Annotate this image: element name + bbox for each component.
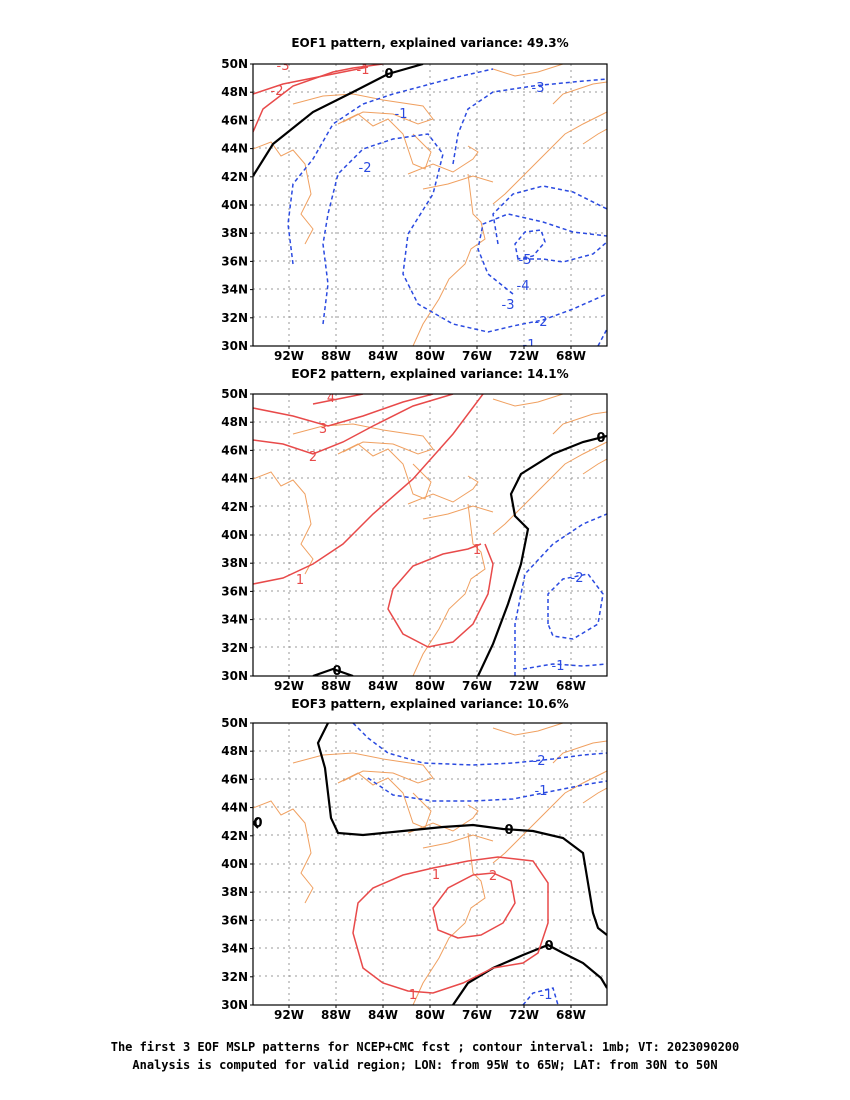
contour-label: 2 <box>489 869 497 884</box>
lat-tick-label: 38N <box>221 885 248 899</box>
lat-tick-label: 44N <box>221 801 248 815</box>
contour-label: 0 <box>544 939 553 954</box>
lat-tick-label: 30N <box>221 998 248 1012</box>
eof3-title: EOF3 pattern, explained variance: 10.6% <box>291 697 569 711</box>
caption-line-2: Analysis is computed for valid region; L… <box>132 1058 718 1072</box>
lat-tick-label: 48N <box>221 415 248 429</box>
contour-label: -1 <box>523 338 536 353</box>
contour-label: -4 <box>517 279 530 294</box>
lon-tick-label: 92W <box>274 1008 304 1022</box>
eof3-map: 0 -2 -1 0 1 2 1 0 -1 <box>252 722 608 1006</box>
contour-label: 1 <box>296 573 304 588</box>
lat-tick-label: 30N <box>221 669 248 683</box>
lon-tick-label: 72W <box>509 679 539 693</box>
contour-label: 0 <box>504 823 513 838</box>
lon-tick-label: 84W <box>368 349 398 363</box>
lat-tick-label: 34N <box>221 942 248 956</box>
contour-label: 0 <box>384 67 393 82</box>
lat-tick-label: 44N <box>221 472 248 486</box>
contour-label: -1 <box>540 988 553 1003</box>
lat-tick-label: 30N <box>221 339 248 353</box>
lat-tick-label: 32N <box>221 970 248 984</box>
contour-label: -2 <box>533 754 546 769</box>
axis-labels: 50N 48N 46N 44N 42N 40N 38N 36N 34N 32N 30N 92W 88W 8… <box>221 57 586 1022</box>
contour-label: -2 <box>571 571 584 586</box>
lon-tick-label: 88W <box>321 349 351 363</box>
lat-tick-label: 42N <box>221 500 248 514</box>
contour-label: 0 <box>596 431 605 446</box>
lon-tick-label: 76W <box>462 679 492 693</box>
lat-tick-label: 34N <box>221 613 248 627</box>
lon-tick-label: 88W <box>321 679 351 693</box>
lon-tick-label: 68W <box>556 679 586 693</box>
lat-tick-label: 34N <box>221 283 248 297</box>
contour-label: -2 <box>359 161 372 176</box>
eof2-title: EOF2 pattern, explained variance: 14.1% <box>291 367 569 381</box>
contour-label: 0 <box>332 664 341 679</box>
lat-tick-label: 36N <box>221 254 248 268</box>
lon-tick-label: 80W <box>415 679 445 693</box>
lat-tick-label: 46N <box>221 113 248 127</box>
contour-label: -1 <box>395 107 408 122</box>
contour-label: -3 <box>502 298 515 313</box>
lon-tick-label: 72W <box>509 1008 539 1022</box>
lon-tick-label: 92W <box>274 679 304 693</box>
lon-tick-label: 92W <box>274 349 304 363</box>
lat-tick-label: 50N <box>221 387 248 401</box>
lat-tick-label: 38N <box>221 556 248 570</box>
contour-label: -2 <box>535 315 548 330</box>
lat-tick-label: 36N <box>221 913 248 927</box>
lat-tick-label: 48N <box>221 85 248 99</box>
lon-tick-label: 72W <box>509 349 539 363</box>
lon-tick-label: 68W <box>556 1008 586 1022</box>
lat-tick-label: 38N <box>221 226 248 240</box>
contour-label: -1 <box>535 784 548 799</box>
contour-label: -3 <box>532 81 545 96</box>
lon-tick-label: 80W <box>415 1008 445 1022</box>
contour-label: 1 <box>409 988 417 1003</box>
lon-tick-label: 68W <box>556 349 586 363</box>
lat-tick-label: 40N <box>221 528 248 542</box>
contour-label: -1 <box>357 63 370 78</box>
lon-tick-label: 84W <box>368 679 398 693</box>
lat-tick-label: 36N <box>221 584 248 598</box>
lat-tick-label: 50N <box>221 57 248 71</box>
eof1-map: -3 -2 -1 0 -1 -3 -2 -5 -4 -3 -2 -1 <box>252 59 608 353</box>
contour-label: 0 <box>253 816 262 831</box>
lon-tick-label: 88W <box>321 1008 351 1022</box>
lat-tick-label: 32N <box>221 311 248 325</box>
caption-line-1: The first 3 EOF MSLP patterns for NCEP+C… <box>110 1040 740 1054</box>
lat-tick-label: 46N <box>221 772 248 786</box>
contour-label: 4 <box>327 391 335 406</box>
lon-tick-label: 80W <box>415 349 445 363</box>
contour-label: -5 <box>519 253 532 268</box>
contour-label: -1 <box>552 659 565 674</box>
lat-tick-label: 40N <box>221 857 248 871</box>
contour-label: -3 <box>277 59 290 74</box>
eof1-title: EOF1 pattern, explained variance: 49.3% <box>291 36 569 50</box>
lon-tick-label: 76W <box>462 349 492 363</box>
contour-label: 3 <box>319 422 327 437</box>
lat-tick-label: 46N <box>221 443 248 457</box>
contour-label: 2 <box>309 450 317 465</box>
contour-label: -2 <box>271 84 284 99</box>
lat-tick-label: 44N <box>221 142 248 156</box>
lat-tick-label: 48N <box>221 744 248 758</box>
lon-tick-label: 84W <box>368 1008 398 1022</box>
lon-tick-label: 76W <box>462 1008 492 1022</box>
contour-label: 1 <box>473 543 481 558</box>
lat-tick-label: 40N <box>221 198 248 212</box>
grid-lines <box>253 64 607 346</box>
lat-tick-label: 50N <box>221 716 248 730</box>
contour-label: 1 <box>432 868 440 883</box>
lat-tick-label: 32N <box>221 641 248 655</box>
lat-tick-label: 42N <box>221 829 248 843</box>
lat-tick-label: 42N <box>221 170 248 184</box>
eof2-map: 4 3 2 1 1 0 -2 -1 0 <box>252 391 608 679</box>
